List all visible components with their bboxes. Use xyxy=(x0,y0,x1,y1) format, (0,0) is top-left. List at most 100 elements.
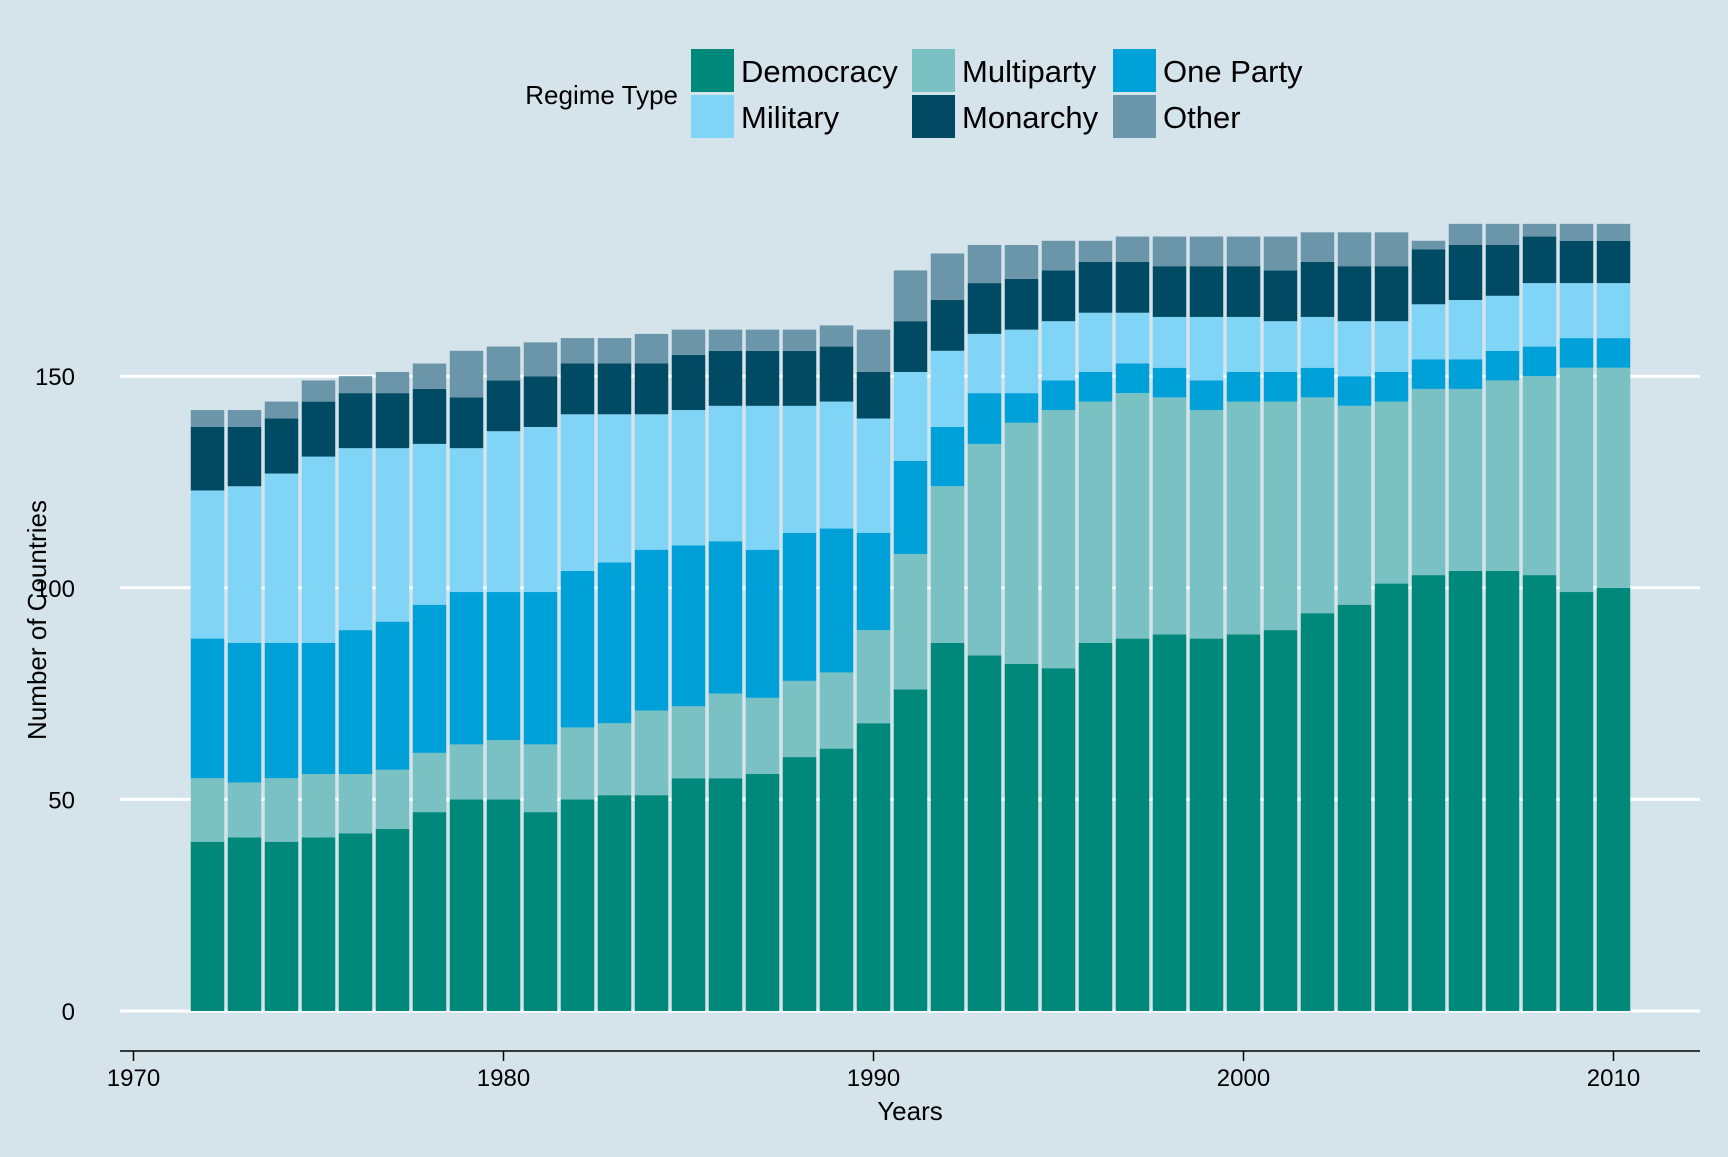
bars xyxy=(190,223,1631,1011)
bar-monarchy-2009 xyxy=(1559,240,1594,284)
bar-other-1981 xyxy=(523,342,558,377)
bar-one-party-2010 xyxy=(1596,338,1631,368)
bar-other-1976 xyxy=(338,376,373,394)
bar-other-2006 xyxy=(1448,223,1483,246)
legend-label-democracy: Democracy xyxy=(741,54,898,89)
bar-military-1975 xyxy=(301,456,336,643)
bar-democracy-2000 xyxy=(1226,634,1261,1011)
bar-stack-1984 xyxy=(634,333,669,1011)
bar-stack-1974 xyxy=(264,401,299,1011)
bar-one-party-1978 xyxy=(412,604,447,753)
bar-multiparty-1995 xyxy=(1041,410,1076,669)
bar-other-1989 xyxy=(819,325,854,347)
bar-stack-1990 xyxy=(856,329,891,1011)
bar-multiparty-2008 xyxy=(1522,376,1557,576)
bar-democracy-2004 xyxy=(1374,583,1409,1011)
bar-military-1991 xyxy=(893,371,928,461)
bar-military-2004 xyxy=(1374,321,1409,372)
bar-multiparty-1989 xyxy=(819,672,854,749)
bar-monarchy-1991 xyxy=(893,321,928,372)
bar-monarchy-1993 xyxy=(967,283,1002,334)
bar-stack-1994 xyxy=(1004,245,1039,1011)
bar-multiparty-1977 xyxy=(375,769,410,830)
bar-one-party-1977 xyxy=(375,621,410,770)
bar-monarchy-2005 xyxy=(1411,249,1446,305)
bar-military-1982 xyxy=(560,414,595,571)
bar-monarchy-1997 xyxy=(1115,261,1150,313)
bar-military-2003 xyxy=(1337,321,1372,377)
bar-democracy-1991 xyxy=(893,689,928,1011)
bar-other-1992 xyxy=(930,253,965,301)
bar-other-1973 xyxy=(227,410,262,427)
bar-other-1972 xyxy=(190,410,225,427)
bar-monarchy-1992 xyxy=(930,300,965,351)
bar-monarchy-1988 xyxy=(782,350,817,406)
bar-other-1974 xyxy=(264,401,299,419)
bar-one-party-1976 xyxy=(338,630,373,775)
bar-one-party-1988 xyxy=(782,532,817,681)
bar-military-1984 xyxy=(634,414,669,550)
bar-military-1989 xyxy=(819,401,854,529)
bar-stack-2000 xyxy=(1226,236,1261,1011)
bar-military-1985 xyxy=(671,410,706,546)
bar-stack-1985 xyxy=(671,329,706,1011)
bar-one-party-2000 xyxy=(1226,371,1261,402)
bar-multiparty-1991 xyxy=(893,553,928,690)
bar-multiparty-2005 xyxy=(1411,388,1446,576)
bar-military-2006 xyxy=(1448,300,1483,360)
bar-multiparty-1981 xyxy=(523,744,558,813)
bar-other-2009 xyxy=(1559,223,1594,241)
bar-other-1978 xyxy=(412,363,447,389)
bar-other-1985 xyxy=(671,329,706,356)
bar-military-1992 xyxy=(930,350,965,427)
bar-stack-1979 xyxy=(449,350,484,1011)
bar-multiparty-2009 xyxy=(1559,367,1594,593)
bar-monarchy-1995 xyxy=(1041,270,1076,322)
bar-stack-1996 xyxy=(1078,240,1113,1011)
bar-multiparty-1990 xyxy=(856,630,891,724)
bar-one-party-2009 xyxy=(1559,338,1594,368)
bar-monarchy-2006 xyxy=(1448,245,1483,301)
bar-democracy-1980 xyxy=(486,799,521,1011)
legend-swatch-other xyxy=(1113,95,1156,138)
bar-one-party-1998 xyxy=(1152,367,1187,398)
legend-swatch-monarchy xyxy=(912,95,955,138)
bar-other-2010 xyxy=(1596,223,1631,241)
bar-democracy-2007 xyxy=(1485,570,1520,1011)
bar-military-1978 xyxy=(412,443,447,605)
bar-democracy-1979 xyxy=(449,799,484,1011)
bar-stack-1976 xyxy=(338,376,373,1011)
bar-monarchy-1981 xyxy=(523,376,558,427)
bar-one-party-2006 xyxy=(1448,359,1483,389)
legend-label-one-party: One Party xyxy=(1163,54,1303,89)
bar-one-party-2002 xyxy=(1300,367,1335,398)
bar-multiparty-2000 xyxy=(1226,401,1261,635)
bar-democracy-1987 xyxy=(745,774,780,1011)
bar-multiparty-1985 xyxy=(671,706,706,779)
bar-multiparty-1984 xyxy=(634,710,669,796)
bar-monarchy-1990 xyxy=(856,371,891,419)
bar-monarchy-1987 xyxy=(745,350,780,406)
legend-label-military: Military xyxy=(741,100,840,135)
legend-swatch-one-party xyxy=(1113,49,1156,92)
bar-stack-2001 xyxy=(1263,236,1298,1011)
bar-one-party-2007 xyxy=(1485,350,1520,381)
bar-stack-1987 xyxy=(745,329,780,1011)
bar-monarchy-2008 xyxy=(1522,236,1557,284)
bar-democracy-1992 xyxy=(930,642,965,1011)
bar-stack-1993 xyxy=(967,245,1002,1011)
bar-monarchy-2002 xyxy=(1300,261,1335,317)
bar-monarchy-1983 xyxy=(597,363,632,415)
bar-military-1979 xyxy=(449,448,484,593)
bar-democracy-1986 xyxy=(708,778,743,1011)
bar-stack-1975 xyxy=(301,380,336,1011)
bar-stack-2003 xyxy=(1337,232,1372,1011)
bar-multiparty-2006 xyxy=(1448,388,1483,571)
bar-democracy-2005 xyxy=(1411,575,1446,1011)
bar-other-1979 xyxy=(449,350,484,398)
bar-multiparty-1998 xyxy=(1152,397,1187,635)
bar-other-1975 xyxy=(301,380,336,402)
bar-military-2005 xyxy=(1411,304,1446,360)
bar-democracy-1981 xyxy=(523,812,558,1011)
